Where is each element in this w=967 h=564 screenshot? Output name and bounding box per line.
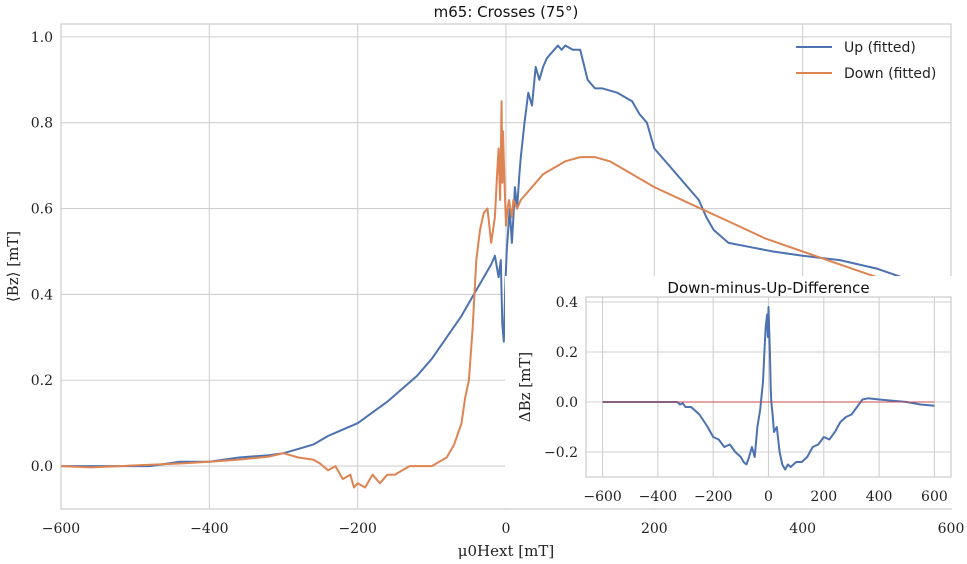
main-series-line-1: [60, 100, 952, 489]
inset-chart-title: Down-minus-Up-Difference: [667, 279, 869, 297]
main-x-tick-labels: −600 −400 −200 0 200 400 600: [42, 521, 965, 537]
inset-x-tick-label: 0: [764, 489, 773, 505]
inset-series: [602, 306, 935, 471]
main-x-tick-label: 400: [789, 521, 816, 537]
main-y-tick-label: 0.4: [31, 287, 53, 303]
main-x-tick-label: 0: [502, 521, 511, 537]
inset-x-tick-labels: −600 −400 −200 0 200 400 600: [583, 489, 947, 505]
main-y-tick-label: 0.0: [31, 459, 53, 475]
main-y-tick-label: 0.8: [31, 116, 53, 132]
inset-y-tick-label: 0.0: [556, 395, 578, 411]
main-x-tick-label: −400: [190, 521, 228, 537]
main-y-tick-label: 0.6: [31, 202, 53, 218]
main-series-line-0: [61, 44, 952, 468]
inset-y-tick-labels: −0.2 0.0 0.2 0.4: [544, 295, 578, 461]
main-x-axis-label: μ0Hext [mT]: [458, 542, 554, 560]
legend: Up (fitted) Down (fitted): [796, 40, 936, 82]
inset-x-tick-label: 200: [810, 489, 837, 505]
main-x-tick-label: −200: [338, 521, 376, 537]
inset-y-tick-label: −0.2: [544, 445, 578, 461]
main-y-axis-label: ⟨Bz⟩ [mT]: [4, 231, 22, 302]
main-y-tick-label: 0.2: [31, 373, 53, 389]
main-x-tick-label: 200: [641, 521, 668, 537]
legend-label-down: Down (fitted): [844, 66, 936, 82]
inset-x-tick-label: −400: [639, 489, 677, 505]
inset-y-axis-label: ΔBz [mT]: [516, 352, 534, 422]
main-y-tick-labels: 0.0 0.2 0.4 0.6 0.8 1.0: [31, 30, 53, 475]
inset-y-tick-label: 0.4: [556, 295, 578, 311]
inset-x-tick-label: −200: [694, 489, 732, 505]
main-chart-title: m65: Crosses (75°): [434, 3, 579, 21]
inset-x-tick-label: 600: [921, 489, 948, 505]
inset-y-tick-label: 0.2: [556, 345, 578, 361]
inset-x-tick-label: 400: [866, 489, 893, 505]
main-x-tick-label: −600: [42, 521, 80, 537]
main-series: [60, 44, 952, 489]
legend-label-up: Up (fitted): [844, 40, 916, 56]
main-x-tick-label: 600: [938, 521, 965, 537]
inset-series-line-0: [602, 306, 935, 471]
inset-plot: −600 −400 −200 0 200 400 600 −0.2 0.0 0.2 0.4 Dow…: [505, 276, 967, 508]
main-y-tick-label: 1.0: [31, 30, 53, 46]
inset-x-tick-label: −600: [583, 489, 621, 505]
